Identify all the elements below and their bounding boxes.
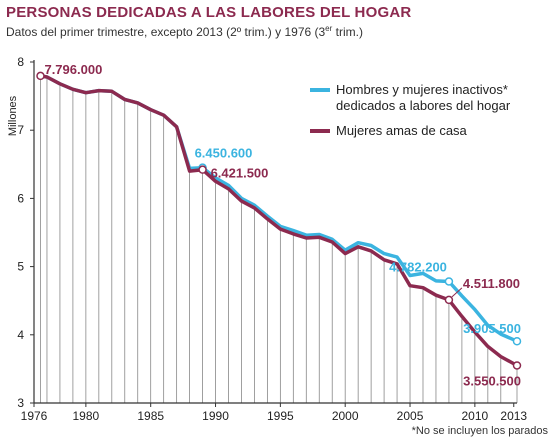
x-tick-label: 1976 xyxy=(21,409,48,423)
y-tick-label: 8 xyxy=(17,55,24,69)
x-tick-label: 2010 xyxy=(462,409,489,423)
legend-label-series1-line2: dedicados a labores del hogar xyxy=(336,98,511,113)
annotation-marker xyxy=(512,361,522,370)
chart-title: PERSONAS DEDICADAS A LAS LABORES DEL HOG… xyxy=(6,4,412,21)
annotation-label: 4.782.200 xyxy=(389,259,447,274)
y-axis-label: Millones xyxy=(7,95,19,136)
annotation-marker xyxy=(512,336,522,346)
annotation-label: 7.796.000 xyxy=(44,62,102,77)
subtitle-end: trim.) xyxy=(332,25,363,39)
annotation-label: 3.905.500 xyxy=(463,321,521,336)
y-tick-label: 4 xyxy=(17,328,24,342)
x-tick-label: 1995 xyxy=(267,409,294,423)
chart-subtitle: Datos del primer trimestre, excepto 2013… xyxy=(6,24,363,39)
x-tick-label: 1980 xyxy=(73,409,100,423)
annotation-marker xyxy=(444,295,454,305)
x-tick-label: 2000 xyxy=(332,409,359,423)
y-tick-label: 7 xyxy=(17,123,24,137)
annotation-label: 3.550.500 xyxy=(463,373,521,388)
annotation-labels: 7.796.000 6.450.600 6.421.500 4.782.200 4.51… xyxy=(44,62,521,389)
annotation-marker xyxy=(198,165,207,174)
x-tick-label: 1990 xyxy=(202,409,229,423)
legend-label-series2: Mujeres amas de casa xyxy=(336,123,468,138)
x-tick-label: 2005 xyxy=(397,409,424,423)
subtitle-text: Datos del primer trimestre, excepto 2013… xyxy=(6,25,326,39)
x-tick-label: 1985 xyxy=(137,409,164,423)
y-tick-label: 5 xyxy=(17,260,24,274)
subtitle-superscript: er xyxy=(325,24,333,33)
footnote: *No se incluyen los parados xyxy=(412,425,549,437)
y-tick-label: 3 xyxy=(17,396,24,410)
annotation-leader-line xyxy=(451,287,463,298)
series-lines xyxy=(40,74,518,368)
series-line-2 xyxy=(40,74,518,368)
legend: Hombres y mujeres inactivos* dedicados a… xyxy=(310,82,511,138)
y-tick-label: 6 xyxy=(17,191,24,205)
x-tick-label: 2013 xyxy=(500,409,527,423)
annotation-marker xyxy=(444,277,454,286)
annotation-label: 6.421.500 xyxy=(211,166,269,181)
vertical-gridlines xyxy=(40,75,518,403)
axes: 3 4 5 6 7 8 1976 1980 1985 1990 1995 2000 2005 2010 20… xyxy=(17,55,527,423)
annotation-markers xyxy=(36,71,522,370)
annotation-label: 4.511.800 xyxy=(463,276,520,291)
annotation-marker xyxy=(36,71,45,81)
legend-label-series1-line1: Hombres y mujeres inactivos* xyxy=(336,82,508,97)
annotation-label: 6.450.600 xyxy=(195,146,253,161)
